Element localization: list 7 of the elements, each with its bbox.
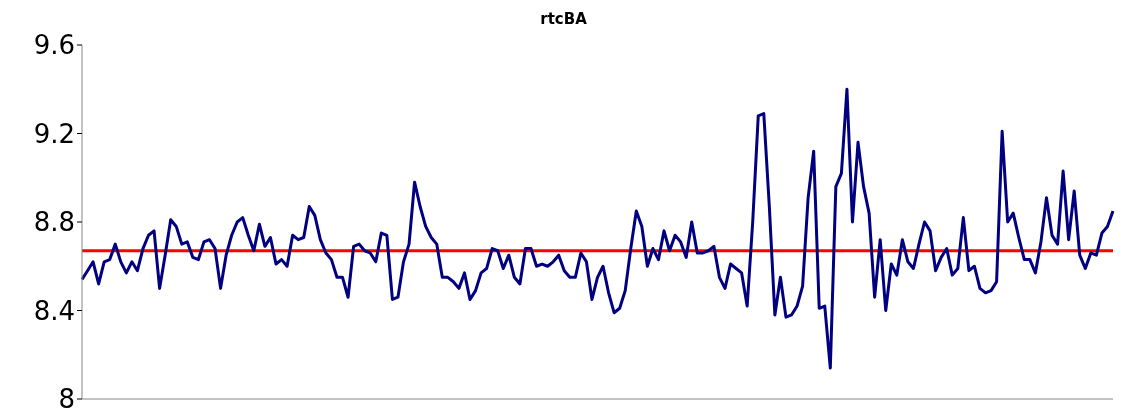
- y-tick-label: 8: [58, 384, 75, 409]
- y-tick-label: 8.8: [33, 207, 75, 238]
- chart-title: rtcBA: [540, 10, 587, 28]
- y-tick-label: 9.2: [33, 118, 75, 149]
- y-tick-label: 8.4: [33, 295, 75, 326]
- line-series: [80, 87, 1115, 370]
- y-tick-label: 9.6: [33, 30, 75, 61]
